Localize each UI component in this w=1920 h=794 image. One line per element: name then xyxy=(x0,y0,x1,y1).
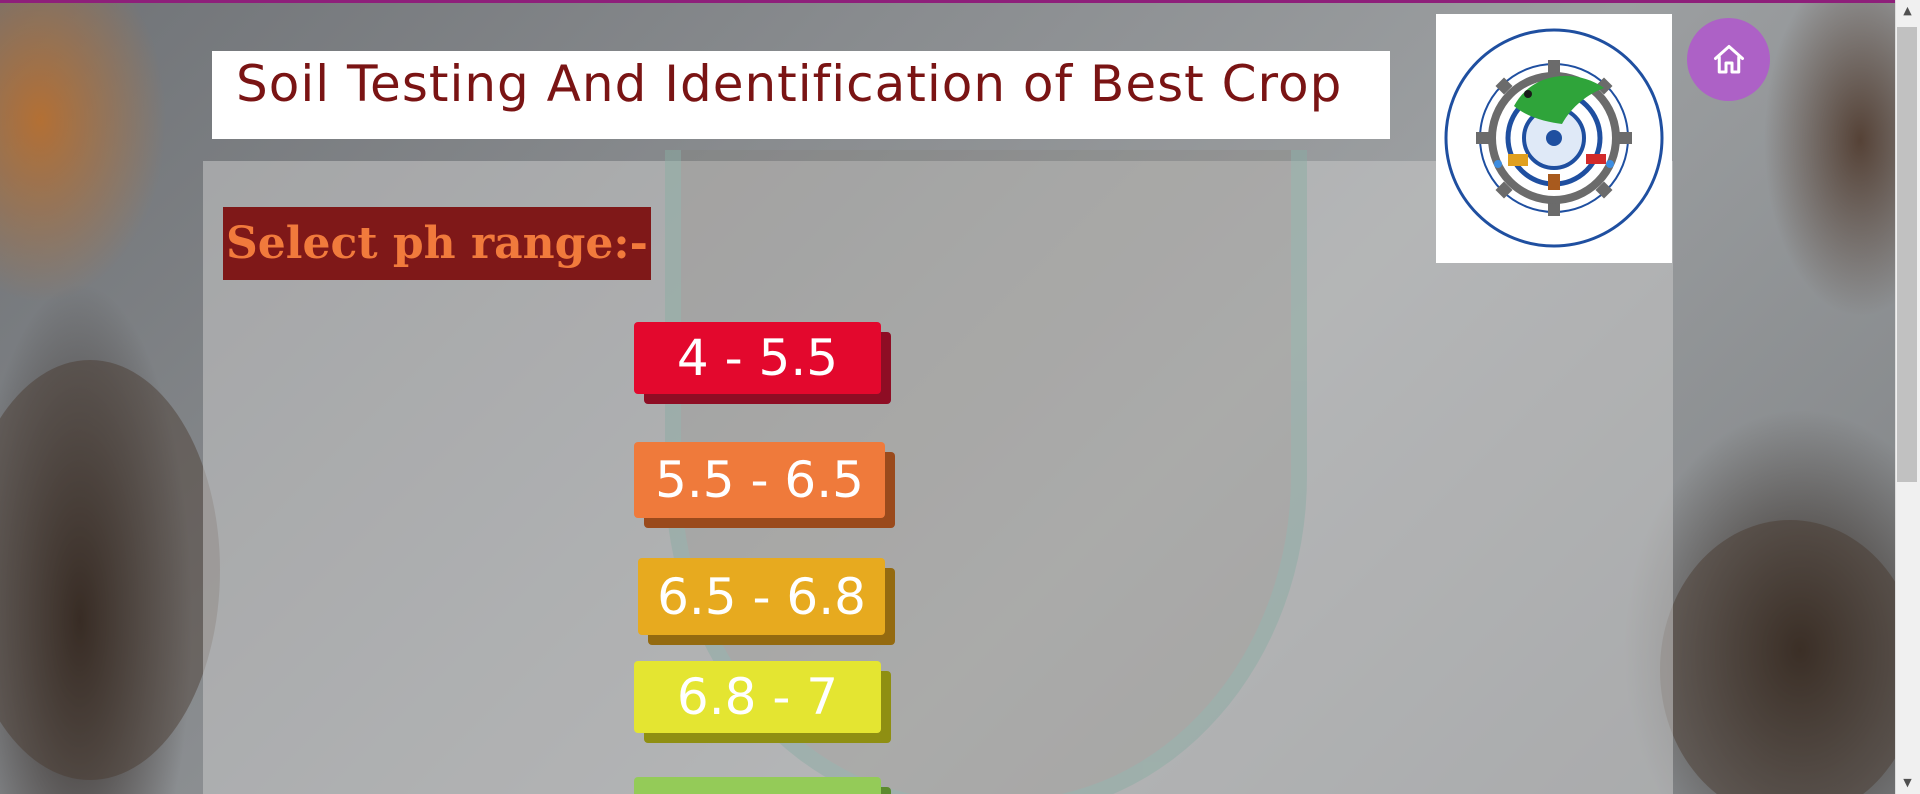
ph-range-option-6.5-6.8[interactable]: 6.5 - 6.8 xyxy=(638,558,885,635)
institute-logo xyxy=(1436,14,1672,263)
institute-seal xyxy=(1444,28,1664,248)
scrollbar-thumb[interactable] xyxy=(1897,27,1917,482)
ph-range-option-4-5.5[interactable]: 4 - 5.5 xyxy=(634,322,881,394)
page-title: Soil Testing And Identification of Best … xyxy=(236,55,1343,113)
chevron-up-icon[interactable]: ▲ xyxy=(1903,4,1912,17)
chevron-down-icon[interactable]: ▼ xyxy=(1903,776,1912,789)
background-soil xyxy=(1660,520,1920,794)
background-soil xyxy=(0,360,220,780)
ph-range-option-6.8-7[interactable]: 6.8 - 7 xyxy=(634,661,881,733)
ph-range-option-5.5-6.5[interactable]: 5.5 - 6.5 xyxy=(634,442,885,518)
top-accent-line xyxy=(0,0,1920,3)
title-banner xyxy=(212,51,1390,139)
home-icon xyxy=(1713,44,1744,73)
ph-range-label: Select ph range:- xyxy=(223,207,651,280)
ph-range-option-partial[interactable] xyxy=(634,777,881,794)
home-button[interactable] xyxy=(1687,18,1770,101)
